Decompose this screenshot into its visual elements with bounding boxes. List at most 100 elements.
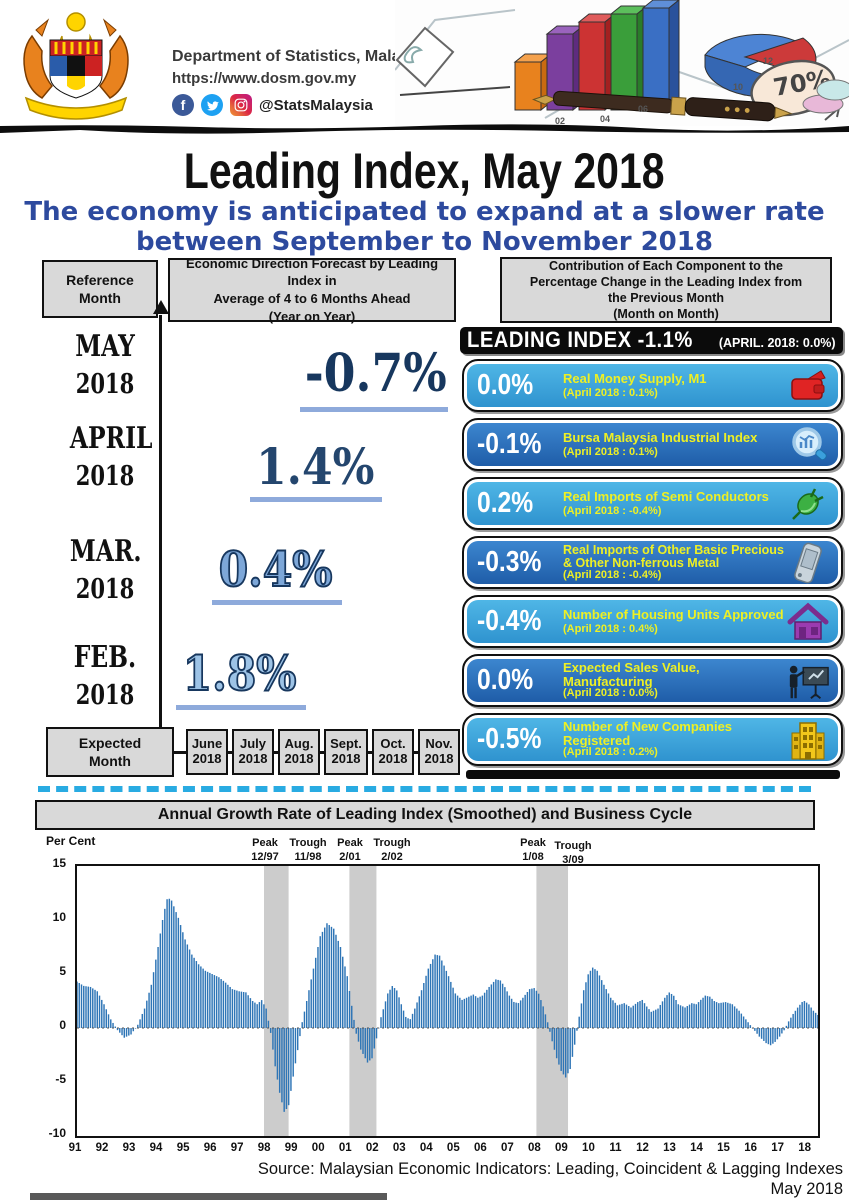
footer-date: May 2018 [770,1180,843,1198]
component-card-bursa-index: -0.1% Bursa Malaysia Industrial Index (Ap… [462,418,843,471]
x-tick-97: 97 [230,1142,244,1154]
underline-april [250,497,382,502]
brush-divider [0,124,849,134]
y-tick-0: 0 [59,1018,66,1032]
subtitle-line2: between September to November 2018 [136,227,713,257]
house-icon [786,602,830,642]
leading-index-banner: LEADING INDEX -1.1% (APRIL. 2018: 0.0%) [460,327,843,354]
svg-text:10: 10 [733,82,743,92]
chart-title: Annual Growth Rate of Leading Index (Smo… [35,800,815,830]
x-tick-18: 18 [798,1142,812,1154]
contribution-header-box: Contribution of Each Component to the Pe… [500,257,832,323]
x-tick-14: 14 [690,1142,703,1154]
x-tick-02: 02 [365,1142,379,1154]
x-tick-95: 95 [176,1142,190,1154]
expected-month-july: July 2018 [232,729,274,775]
x-tick-94: 94 [149,1142,163,1154]
expected-month-june: June 2018 [186,729,228,775]
x-tick-12: 12 [636,1142,649,1154]
forecast-value-feb: 1.8% [182,646,297,702]
decor-chart-photo: 70% 04 06 10 12 02 [394,0,849,126]
trough-label-2: Trough 2/02 [373,837,411,863]
x-tick-04: 04 [419,1142,433,1154]
y-tick-10: 10 [52,910,66,924]
components-end-bar [466,770,840,779]
y-tick-5: 5 [59,964,66,978]
website-link[interactable]: https://www.dosm.gov.my [172,70,357,87]
reference-month-box: Reference Month [42,260,158,318]
component-card-metal-imports: -0.3% Real Imports of Other Basic Precio… [462,536,843,589]
chart-ylabel: Per Cent [46,834,96,848]
x-tick-98: 98 [257,1142,271,1154]
component-card-new-companies: -0.5% Number of New Companies Registered… [462,713,843,766]
expected-month-oct: Oct. 2018 [372,729,414,775]
x-tick-91: 91 [68,1142,82,1154]
x-tick-11: 11 [609,1142,622,1154]
component-card-semiconductors: 0.2% Real Imports of Semi Conductors (Apr… [462,477,843,530]
underline-may [300,407,448,412]
svg-text:02: 02 [555,116,565,126]
timeline-up-arrowhead [152,300,169,314]
direction-forecast-header-box: Economic Direction Forecast by Leading I… [168,256,456,324]
expected-month-nov: Nov. 2018 [418,729,460,775]
subtitle-line1: The economy is anticipated to expand at … [24,197,825,227]
phone-icon [786,542,830,584]
component-card-housing-units: -0.4% Number of Housing Units Approved (A… [462,595,843,648]
building-icon [786,719,830,761]
forecast-value-mar: 0.4% [218,542,333,598]
svg-text:06: 06 [638,104,648,114]
y-tick--10: -10 [48,1126,66,1140]
instagram-icon[interactable] [230,94,252,116]
wallet-icon [786,369,830,403]
component-card-expected-sales: 0.0% Expected Sales Value, Manufacturing… [462,654,843,707]
x-tick-00: 00 [311,1142,325,1154]
timeline-vertical-line [159,315,162,752]
twitter-icon[interactable] [201,94,223,116]
ref-month-mar: MAR. 2018 [69,534,142,605]
social-handle[interactable]: @StatsMalaysia [259,96,373,114]
department-name: Department of Statistics, Malaysia [172,48,432,65]
svg-text:04: 04 [600,114,610,124]
bottom-partial-bar [30,1193,387,1200]
ref-month-feb: FEB. 2018 [73,640,137,711]
source-note: Source: Malaysian Economic Indicators: L… [257,1160,843,1178]
x-tick-16: 16 [744,1142,757,1154]
malaysia-coat-of-arms [12,6,140,122]
svg-text:12: 12 [763,56,773,66]
x-tick-09: 09 [555,1142,568,1154]
expected-month-box: Expected Month [46,727,174,777]
recession-band-3 [536,866,569,1136]
underline-mar [212,600,342,605]
peak-label-1: Peak 12/97 [251,837,279,863]
recession-band-1 [264,866,289,1136]
facebook-icon[interactable]: f [172,94,194,116]
x-tick-96: 96 [203,1142,217,1154]
y-tick--5: -5 [55,1072,66,1086]
trough-label-3: Trough 3/09 [554,840,592,866]
x-tick-05: 05 [446,1142,460,1154]
x-tick-10: 10 [582,1142,595,1154]
x-tick-93: 93 [122,1142,136,1154]
x-tick-99: 99 [284,1142,298,1154]
chart-plot-area [75,864,820,1138]
expected-month-sept: Sept. 2018 [324,729,368,775]
underline-feb [176,705,306,710]
recession-band-2 [349,866,377,1136]
presenter-icon [786,661,830,701]
peak-label-2: Peak 2/01 [337,837,363,863]
x-tick-17: 17 [771,1142,785,1154]
plug-icon [786,485,830,523]
x-tick-07: 07 [500,1142,514,1154]
magnifier-chart-icon [786,425,830,465]
trough-label-1: Trough 11/98 [289,837,327,863]
x-tick-06: 06 [473,1142,487,1154]
forecast-value-may: -0.7% [304,343,447,404]
page-title: Leading Index, May 2018 [184,143,665,199]
y-tick-15: 15 [52,856,66,870]
x-tick-15: 15 [717,1142,730,1154]
expected-month-aug: Aug. 2018 [278,729,320,775]
x-tick-92: 92 [95,1142,109,1154]
x-tick-13: 13 [663,1142,676,1154]
ref-month-may: MAY 2018 [75,329,135,400]
